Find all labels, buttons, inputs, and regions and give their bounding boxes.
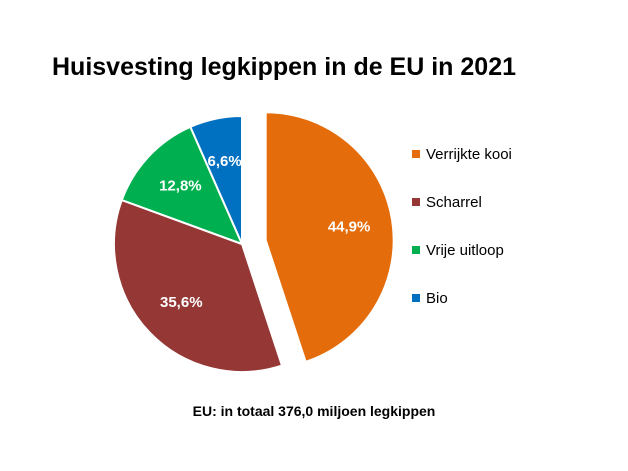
chart-footnote: EU: in totaal 376,0 miljoen legkippen	[192, 403, 436, 419]
legend-item: Bio	[412, 288, 448, 308]
pie-slice-labels: 44,9% 35,6% 12,8% 6,6%	[159, 153, 370, 311]
pie-slice-bio	[189, 114, 243, 245]
legend-swatch	[412, 246, 420, 254]
pie-data-label: 35,6%	[160, 294, 203, 311]
legend-label: Scharrel	[426, 193, 482, 211]
chart-title: Huisvesting legkippen in de EU in 2021	[52, 53, 517, 81]
legend-label: Vrije uitloop	[426, 241, 504, 259]
pie-slice-vrije-uitloop	[120, 125, 244, 246]
pie-slices	[113, 111, 395, 373]
legend-item: Scharrel	[412, 192, 482, 212]
pie-data-label: 12,8%	[159, 178, 202, 195]
legend-swatch	[412, 150, 420, 158]
legend-label: Bio	[426, 289, 448, 307]
pie-data-label: 44,9%	[328, 218, 371, 235]
legend-swatch	[412, 198, 420, 206]
pie-data-label: 6,6%	[207, 153, 241, 170]
legend-swatch	[412, 294, 420, 302]
pie-slice-verrijkte-kooi	[264, 111, 395, 364]
legend-item: Verrijkte kooi	[412, 144, 512, 164]
legend-item: Vrije uitloop	[412, 240, 504, 260]
pie-slice-scharrel	[113, 198, 284, 373]
legend-label: Verrijkte kooi	[426, 145, 512, 163]
